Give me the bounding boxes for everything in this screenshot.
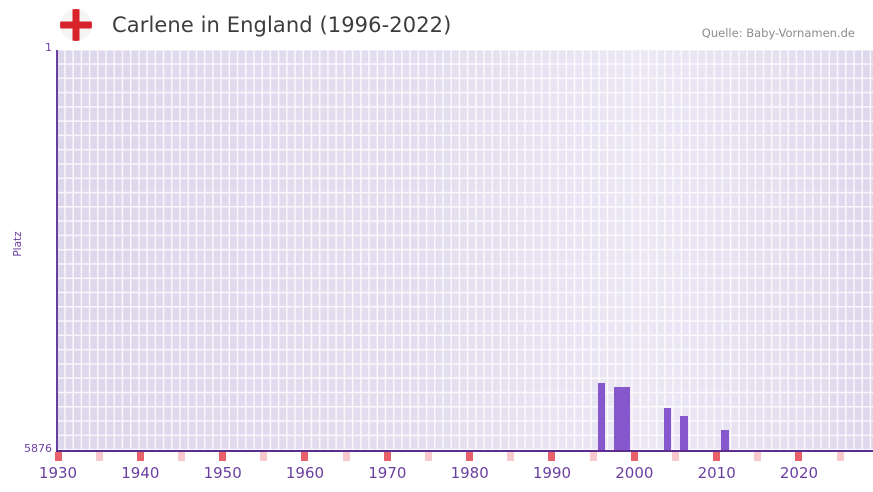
- x-tick-2020: [795, 452, 803, 461]
- x-tick-label-2020: 2020: [779, 464, 819, 482]
- x-tick-1990: [548, 452, 556, 461]
- x-tick-1930: [54, 452, 62, 461]
- source-credit: Quelle: Baby-Vornamen.de: [701, 26, 855, 40]
- x-tick-label-1990: 1990: [532, 464, 572, 482]
- x-tick-minor-1945: [177, 452, 185, 461]
- x-tick-2000: [630, 452, 638, 461]
- bar-1998: [614, 387, 622, 450]
- x-tick-1970: [383, 452, 391, 461]
- x-tick-label-1940: 1940: [121, 464, 160, 482]
- x-axis-line: [56, 450, 873, 452]
- x-tick-label-1930: 1930: [38, 464, 78, 482]
- england-flag-icon: [60, 9, 92, 41]
- x-tick-label-2000: 2000: [615, 464, 654, 482]
- x-tick-1960: [301, 452, 309, 461]
- x-tick-minor-2015: [754, 452, 762, 461]
- x-tick-label-2010: 2010: [697, 464, 736, 482]
- x-tick-minor-1965: [342, 452, 350, 461]
- bar-2011: [721, 429, 729, 450]
- x-tick-minor-2005: [671, 452, 679, 461]
- x-tick-label-1970: 1970: [368, 464, 407, 482]
- x-tick-minor-1995: [589, 452, 597, 461]
- x-tick-minor-1985: [507, 452, 515, 461]
- y-axis-min-label: 5876: [24, 442, 52, 455]
- y-axis-max-label: 1: [45, 41, 52, 54]
- bar-1999: [622, 387, 631, 450]
- y-axis-title: Platz: [12, 231, 24, 257]
- x-tick-2010: [713, 452, 721, 461]
- page-title: Carlene in England (1996-2022): [112, 13, 452, 37]
- x-tick-minor-1935: [95, 452, 103, 461]
- x-tick-minor-1975: [424, 452, 432, 461]
- x-tick-label-1960: 1960: [285, 464, 325, 482]
- x-tick-1950: [219, 452, 227, 461]
- x-tick-label-1980: 1980: [450, 464, 489, 482]
- bar-2006: [680, 415, 688, 450]
- x-tick-1980: [466, 452, 474, 461]
- x-tick-minor-2025: [836, 452, 844, 461]
- chart-header: Carlene in England (1996-2022) Quelle: B…: [0, 0, 873, 50]
- bar-2004: [663, 407, 672, 450]
- x-tick-minor-1955: [260, 452, 268, 461]
- plot-area: [57, 50, 873, 450]
- x-tick-label-1950: 1950: [203, 464, 242, 482]
- plot-background-wash: [57, 50, 873, 450]
- bar-1996: [597, 383, 606, 450]
- x-tick-1940: [136, 452, 144, 461]
- y-axis-line: [56, 50, 58, 451]
